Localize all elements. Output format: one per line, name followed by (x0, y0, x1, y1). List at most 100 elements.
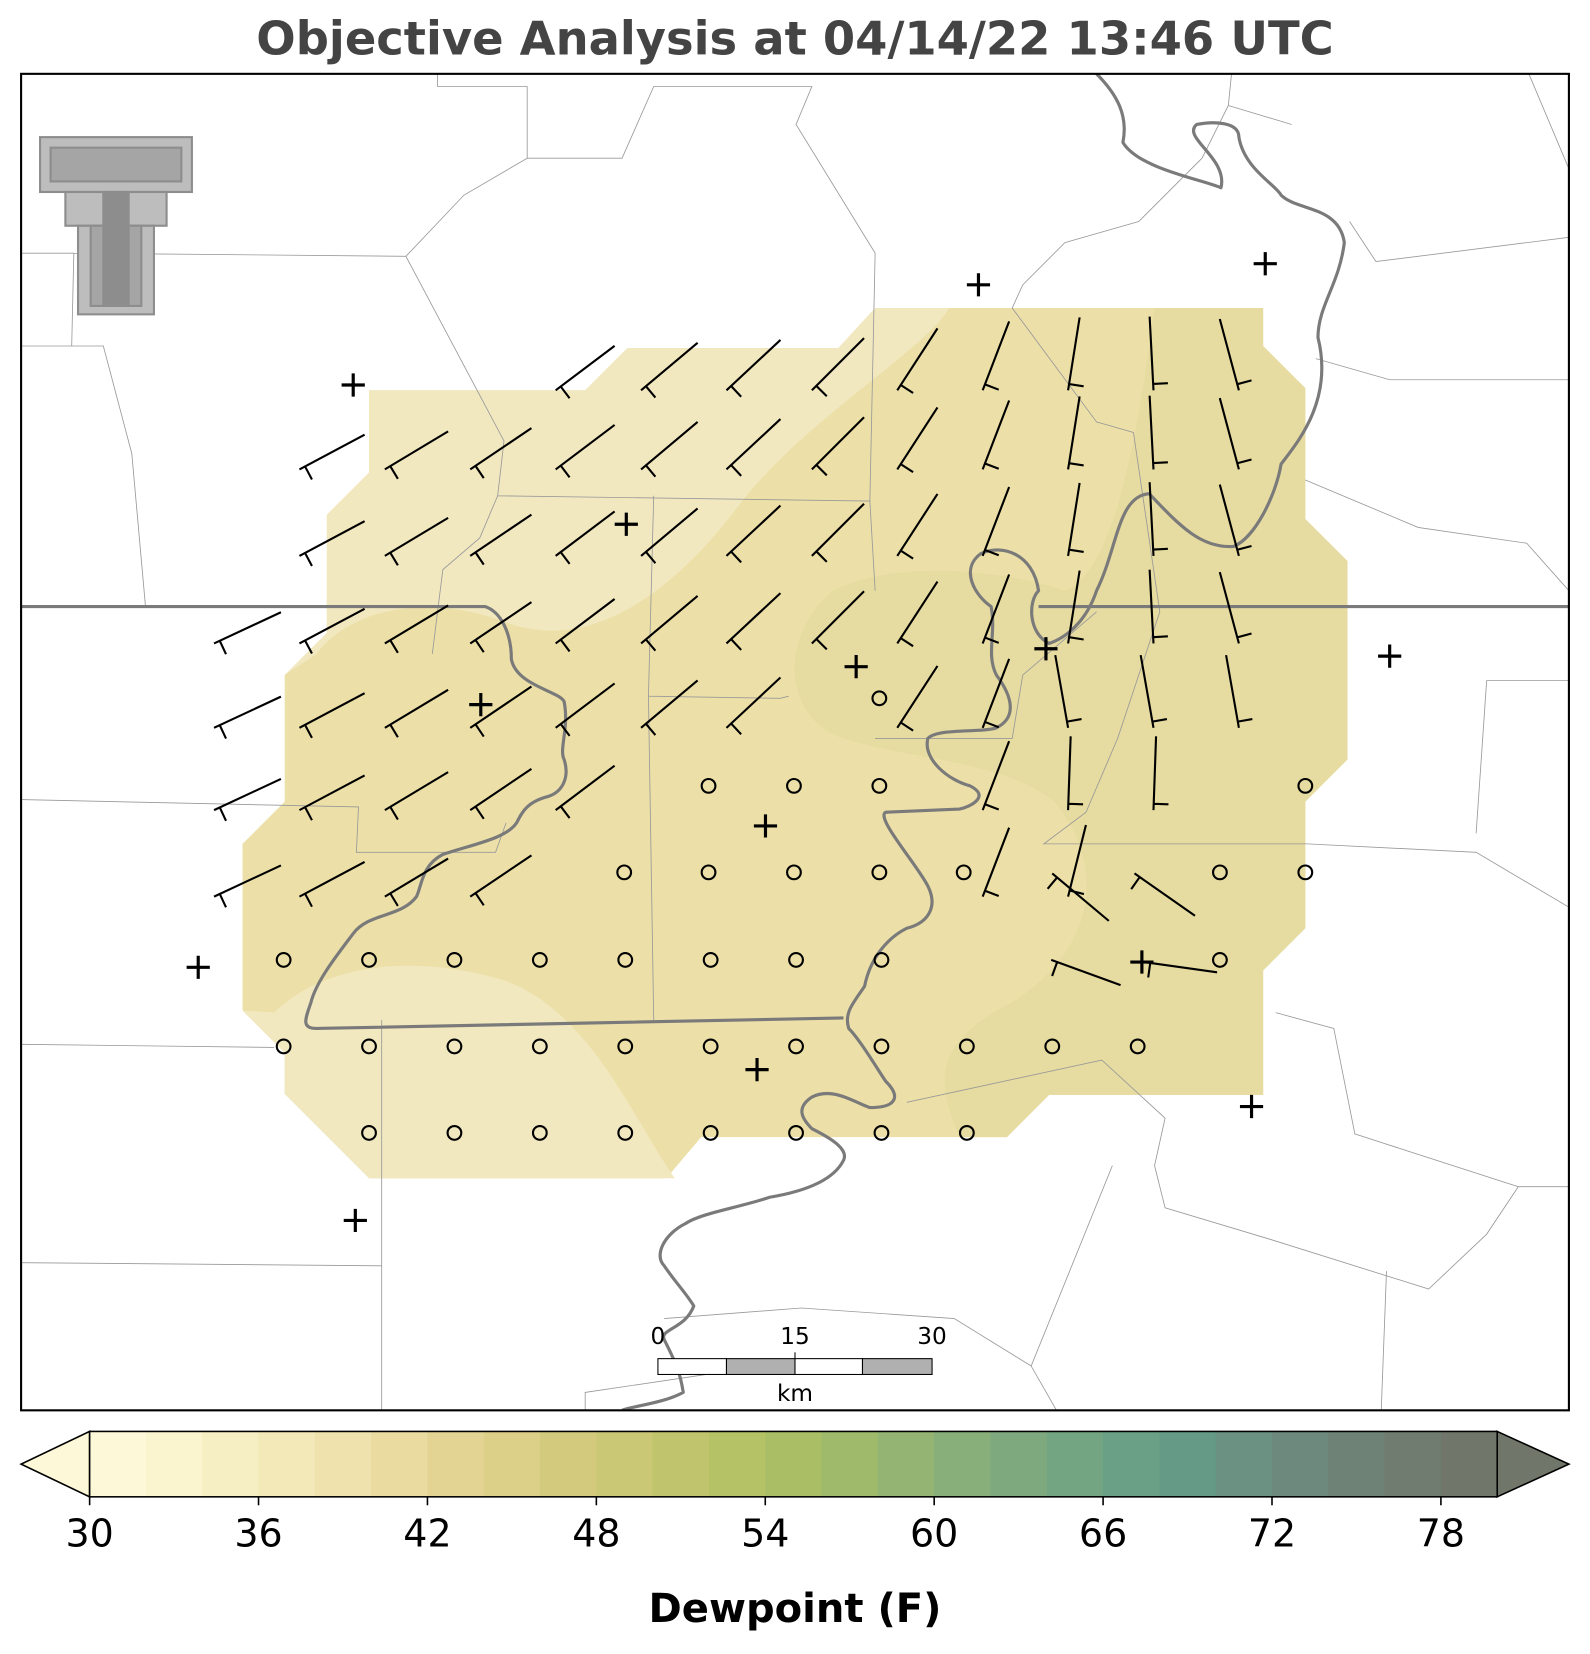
wind-barb (896, 406, 939, 474)
analysis-field-light (242, 308, 949, 1179)
colorbar-extend-low (19, 1430, 91, 1499)
colorbar-tick-label: 72 (1248, 1511, 1296, 1555)
calm-station (531, 1038, 548, 1055)
colorbar-bin (708, 1431, 766, 1497)
calm-station (1044, 1038, 1061, 1055)
wind-barb (981, 658, 1011, 729)
colorbar: 30 36 42 48 54 60 66 72 78 (19, 1430, 1571, 1555)
scale-unit: km (777, 1380, 813, 1407)
observations (186, 252, 1402, 1233)
calm-station (871, 864, 888, 881)
wind-barb (1067, 317, 1084, 391)
wind-barb (384, 771, 449, 821)
station-plus (341, 373, 365, 397)
wind-barb (981, 486, 1011, 557)
calm-station (446, 1124, 463, 1141)
wind-barb (298, 774, 366, 821)
wind-barb (469, 601, 533, 653)
wind-barb (725, 339, 782, 398)
station-plus (1034, 637, 1058, 661)
wind-barb (811, 502, 865, 563)
wind-barb (725, 504, 782, 564)
scale-label: 0 (651, 1323, 666, 1350)
wind-barb (981, 400, 1011, 470)
calm-station (700, 777, 717, 794)
colorbar-bin (1046, 1431, 1104, 1497)
wind-barb (896, 327, 939, 394)
colorbar-bin (1215, 1431, 1273, 1497)
wind-barb (213, 864, 282, 908)
colorbar-label: Dewpoint (F) (649, 1586, 942, 1632)
colorbar-bin (483, 1431, 541, 1497)
wind-barb (213, 695, 282, 740)
colorbar-frame (88, 1430, 1499, 1498)
wind-barb (1050, 958, 1121, 987)
station-plus (753, 814, 778, 838)
wind-barb (298, 433, 366, 480)
wind-barb (555, 345, 616, 399)
wind-barb (1218, 318, 1252, 391)
colorbar-bin (145, 1431, 203, 1497)
calm-station (788, 1124, 804, 1141)
calm-station (700, 864, 717, 881)
calm-station (702, 1124, 719, 1141)
calm-station (361, 1038, 377, 1055)
colorbar-bin (1272, 1431, 1329, 1497)
title: Objective Analysis at 04/14/22 13:46 UTC (256, 12, 1333, 66)
colorbar-bin (1328, 1431, 1386, 1497)
calm-station (788, 1038, 804, 1055)
wind-barb (1046, 872, 1110, 922)
colorbar-bin (258, 1431, 316, 1497)
analysis-field-dark (794, 308, 1348, 1138)
wind-barb (811, 416, 865, 477)
calm-station (1129, 1038, 1146, 1055)
map-frame (20, 72, 1570, 1412)
station-plus (966, 273, 991, 297)
wind-barb (469, 767, 533, 820)
wind-barb (981, 574, 1011, 644)
station-plus (1378, 644, 1402, 668)
wind-barb (298, 520, 366, 567)
colorbar-bin (821, 1431, 879, 1497)
colorbar-tick-label: 48 (572, 1511, 620, 1555)
wind-barb (213, 611, 282, 655)
wind-barb (469, 854, 533, 906)
wind-barb (1148, 482, 1168, 556)
station-plus (614, 512, 638, 536)
wind-barb (555, 598, 616, 653)
wind-barb (981, 740, 1011, 811)
calm-station (617, 1038, 634, 1055)
colorbar-tick-label: 60 (910, 1511, 958, 1555)
station-plus (1239, 1094, 1264, 1119)
calm-station (275, 1038, 292, 1055)
colorbar-tick-label: 54 (741, 1511, 789, 1555)
logo (39, 136, 193, 316)
wind-barb (640, 421, 699, 478)
wind-barb (384, 857, 449, 907)
calm-station (616, 864, 633, 881)
station-plus (469, 693, 493, 717)
calm-station (617, 1124, 634, 1141)
colorbar-bin (1384, 1431, 1442, 1497)
colorbar-bin (427, 1431, 485, 1497)
wind-barb (640, 679, 699, 736)
wind-barb (640, 342, 699, 399)
colorbar-bin (371, 1431, 428, 1497)
wind-barb (896, 665, 939, 732)
colorbar-tick-label: 36 (234, 1511, 282, 1555)
wind-barb (384, 430, 449, 480)
calm-station (955, 864, 972, 881)
calm-station (1212, 864, 1228, 881)
wind-barb (1067, 396, 1084, 470)
wind-barb (811, 590, 865, 651)
wind-barb (640, 507, 699, 564)
calm-station (275, 951, 292, 968)
colorbar-bin (652, 1431, 710, 1497)
calm-station (871, 777, 888, 794)
calm-station (361, 951, 377, 968)
wind-barb (555, 682, 616, 737)
station-plus (844, 655, 868, 679)
colorbar-tick-label: 78 (1417, 1511, 1465, 1555)
colorbar-bin (990, 1431, 1048, 1497)
wind-barb (811, 337, 865, 398)
